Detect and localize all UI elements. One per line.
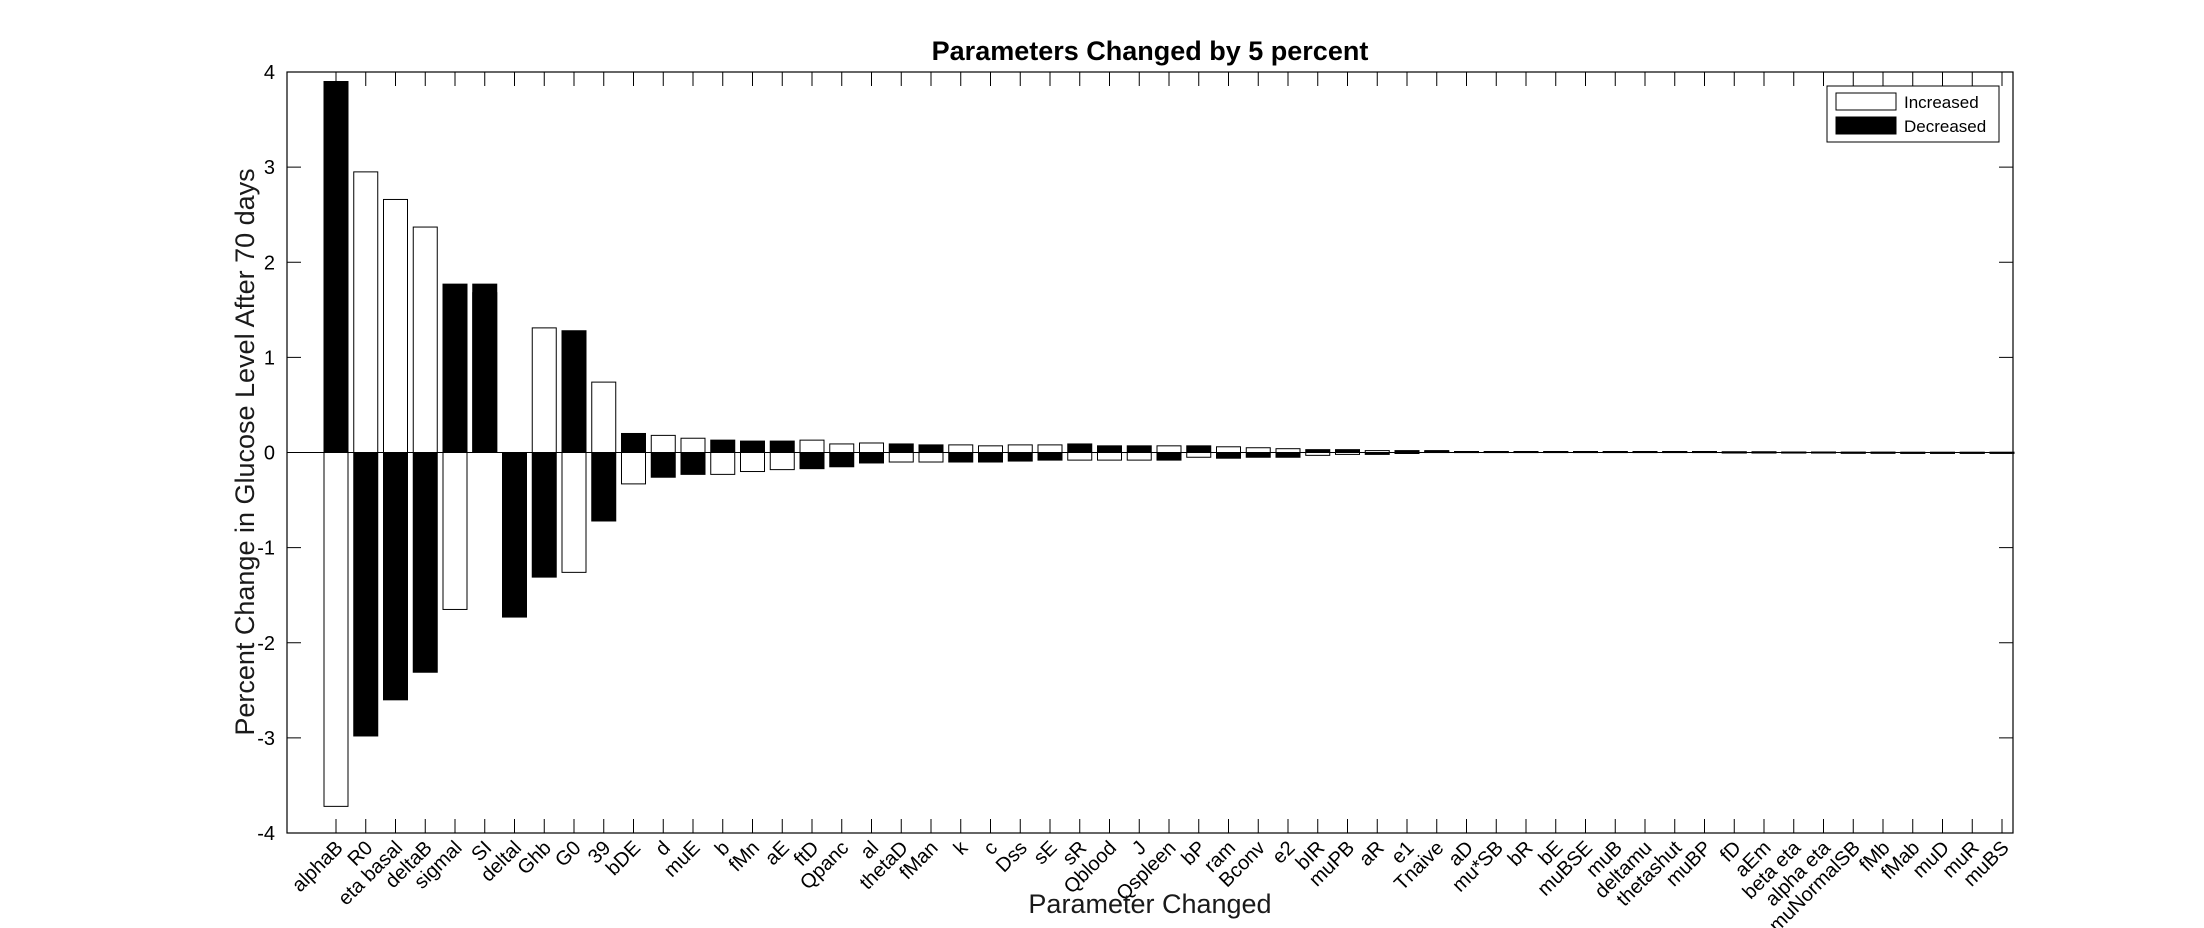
bar-increased <box>799 439 825 454</box>
bar-decreased <box>918 444 944 454</box>
legend: Increased Decreased <box>1826 85 2000 143</box>
bar-increased <box>383 198 408 453</box>
bar-increased <box>650 434 676 454</box>
bar-decreased <box>650 452 676 478</box>
bar-decreased <box>1186 445 1212 453</box>
bar-decreased <box>412 452 438 673</box>
bar-increased <box>412 226 438 453</box>
bar-increased <box>531 327 557 454</box>
chart-title: Parameters Changed by 5 percent <box>932 36 1369 66</box>
bar-increased <box>442 452 468 610</box>
y-tick-label: -4 <box>257 823 275 845</box>
bar-decreased <box>472 283 498 453</box>
bar-increased <box>859 442 884 453</box>
bar-increased <box>1275 448 1301 454</box>
bar-decreased <box>323 81 349 453</box>
bar-decreased <box>1245 452 1271 458</box>
bar-decreased <box>1097 445 1122 453</box>
bar-decreased <box>621 432 646 454</box>
bar-increased <box>561 452 587 573</box>
bar-increased <box>1156 445 1182 453</box>
legend-swatch-increased <box>1835 92 1897 111</box>
x-tick-label: e2 <box>1268 837 1299 868</box>
bar-decreased <box>1156 452 1182 461</box>
legend-label-increased: Increased <box>1904 93 1979 112</box>
bar-increased <box>1245 447 1271 453</box>
bar-decreased <box>710 439 736 454</box>
bar-decreased <box>680 452 706 475</box>
bar-increased <box>1126 452 1152 461</box>
legend-swatch-decreased <box>1835 116 1897 135</box>
bar-increased <box>829 443 855 454</box>
bar-decreased <box>859 452 884 464</box>
x-tick-label: aE <box>761 837 794 870</box>
bar-decreased <box>442 283 468 453</box>
bar-increased <box>740 452 765 473</box>
x-tick-label: bDE <box>602 837 645 880</box>
x-tick-label: fMn <box>725 837 764 876</box>
y-tick-label: -1 <box>257 538 275 560</box>
x-tick-label: sE <box>1029 837 1061 869</box>
y-tick-label: 1 <box>264 347 275 369</box>
bar-increased <box>621 452 646 485</box>
bar-increased <box>1007 444 1033 454</box>
bar-increased <box>769 452 795 471</box>
x-tick-label: k <box>950 836 973 859</box>
bar-increased <box>323 452 349 807</box>
y-axis-label: Percent Change in Glucose Level After 70… <box>230 168 260 735</box>
bar-increased <box>978 445 1003 453</box>
legend-label-decreased: Decreased <box>1904 117 1986 136</box>
bar-decreased <box>799 452 825 470</box>
plot-frame <box>286 71 2014 834</box>
x-tick-label: bR <box>1504 837 1538 871</box>
bar-decreased <box>769 440 795 453</box>
y-tick-label: -2 <box>257 633 275 655</box>
bar-increased <box>1037 444 1063 454</box>
x-tick-label: G0 <box>551 837 585 871</box>
bar-increased <box>1186 452 1212 458</box>
bar-decreased <box>888 443 914 454</box>
bar-decreased <box>1037 452 1063 461</box>
bar-decreased <box>1007 452 1033 462</box>
bar-decreased <box>948 452 974 463</box>
x-axis-label: Parameter Changed <box>1028 889 1271 919</box>
bar-decreased <box>1067 443 1093 454</box>
bar-decreased <box>1126 445 1152 453</box>
bar-decreased <box>591 452 617 522</box>
bar-increased <box>948 444 974 454</box>
bar-increased <box>918 452 944 463</box>
y-tick-label: 2 <box>264 252 275 274</box>
bar-increased <box>1067 452 1093 461</box>
bar-decreased <box>561 330 587 453</box>
bar-increased <box>1216 446 1241 454</box>
bar-decreased <box>1275 452 1301 458</box>
bar-increased <box>1097 452 1122 461</box>
x-tick-label: Dss <box>992 837 1032 877</box>
x-tick-label: alphaB <box>288 837 348 897</box>
x-tick-label: aR <box>1355 837 1389 871</box>
bar-decreased <box>740 440 765 453</box>
bar-decreased <box>502 452 527 618</box>
bar-increased <box>353 171 379 453</box>
y-ticks-group: -4 -3 -2 -1 0 1 2 3 4 <box>257 62 2013 845</box>
x-tick-label: muE <box>660 837 705 882</box>
y-tick-label: 0 <box>264 443 275 465</box>
y-tick-label: -3 <box>257 728 275 750</box>
bar-increased <box>888 452 914 463</box>
bar-increased <box>710 452 736 475</box>
bar-decreased <box>978 452 1003 463</box>
bar-decreased <box>829 452 855 468</box>
bar-increased <box>680 437 706 454</box>
bar-increased <box>591 381 617 454</box>
bar-decreased <box>531 452 557 578</box>
bar-decreased <box>383 452 408 701</box>
bar-decreased <box>353 452 379 737</box>
bar-decreased <box>1216 452 1241 459</box>
y-tick-label: 3 <box>264 157 275 179</box>
x-tick-label: Ghb <box>513 837 555 879</box>
y-tick-label: 4 <box>264 62 275 84</box>
